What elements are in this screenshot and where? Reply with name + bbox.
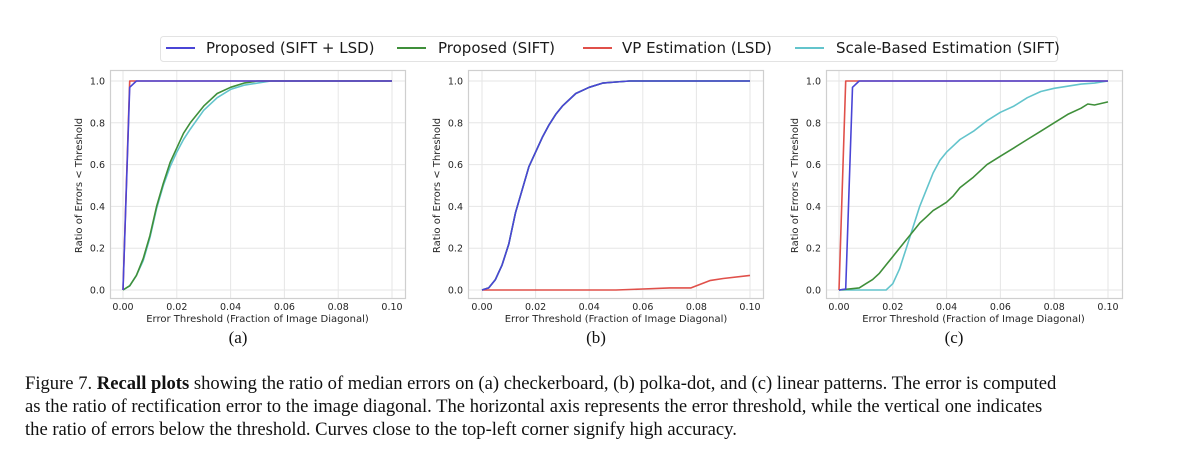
legend: Proposed (SIFT + LSD) Proposed (SIFT) VP… [160, 36, 1060, 62]
x-tick-label: 0.02 [882, 302, 903, 313]
axes-frame [467, 69, 765, 300]
legend-item-proposed-sift-lsd: Proposed (SIFT + LSD) [166, 39, 375, 57]
axes-frame [825, 69, 1124, 300]
x-tick-label: 0.06 [990, 302, 1011, 313]
grid [826, 70, 1122, 298]
y-tick-label: 1.0 [806, 77, 821, 88]
x-tick-label: 0.02 [166, 302, 187, 313]
x-tick-label: 0.00 [112, 302, 133, 313]
series-line-proposed-sift-lsd [838, 80, 1108, 291]
figure-number: Figure 7. [25, 373, 93, 394]
axes-frame [109, 69, 407, 300]
subplot-c: 0.00 0.02 0.04 0.06 0.08 0.10 0.0 0.2 0.4 0.6 0.8 1… [790, 69, 1124, 325]
series-line-vp-estimation-lsd [838, 80, 1108, 291]
y-tick-label: 0.8 [806, 118, 821, 129]
y-axis-label: Ratio of Errors < Threshold [432, 118, 443, 253]
y-tick-label: 1.0 [90, 77, 105, 88]
x-tick-label: 0.10 [381, 302, 402, 313]
caption-line-1: Figure 7. Recall plots showing the ratio… [25, 372, 1185, 395]
y-tick-label: 0.0 [448, 286, 463, 297]
legend-label: Proposed (SIFT + LSD) [206, 39, 375, 57]
x-tick-label: 0.04 [579, 302, 600, 313]
series-line-scale-based-estimation-sift [481, 80, 750, 291]
caption-line-2: as the ratio of rectification error to t… [25, 396, 1043, 417]
x-axis-label: Error Threshold (Fraction of Image Diago… [505, 314, 728, 325]
legend-item-scale-based-estimation-sift: Scale-Based Estimation (SIFT) [795, 39, 1060, 57]
y-tick-label: 0.4 [448, 202, 463, 213]
y-tick-label: 0.0 [806, 286, 821, 297]
series-line-proposed-sift-lsd [481, 80, 750, 291]
legend-item-proposed-sift: Proposed (SIFT) [397, 39, 555, 57]
y-tick-label: 1.0 [448, 77, 463, 88]
y-tick-label: 0.8 [448, 118, 463, 129]
y-axis-label: Ratio of Errors < Threshold [74, 118, 85, 253]
y-tick-label: 0.6 [448, 160, 463, 171]
y-tick-label: 0.6 [806, 160, 821, 171]
grid [468, 70, 763, 298]
y-axis-label: Ratio of Errors < Threshold [790, 118, 801, 253]
series-line-proposed-sift-lsd [122, 80, 392, 291]
x-tick-label: 0.06 [274, 302, 295, 313]
grid [110, 70, 405, 298]
x-tick-label: 0.00 [471, 302, 492, 313]
series-line-vp-estimation-lsd [482, 274, 751, 291]
subfigure-label-c: (c) [945, 328, 964, 347]
y-tick-label: 0.6 [90, 160, 105, 171]
x-tick-label: 0.00 [828, 302, 849, 313]
legend-label: VP Estimation (LSD) [622, 39, 772, 57]
series-line-proposed-sift [122, 80, 392, 291]
subfigure-label-b: (b) [586, 328, 606, 347]
subplot-b: 0.00 0.02 0.04 0.06 0.08 0.10 0.0 0.2 0.4 0.6 0.8 1… [432, 69, 765, 325]
y-tick-label: 0.8 [90, 118, 105, 129]
series-line-scale-based-estimation-sift [839, 80, 1109, 291]
series-line-proposed-sift [838, 101, 1109, 291]
x-tick-label: 0.10 [739, 302, 760, 313]
legend-label: Scale-Based Estimation (SIFT) [836, 39, 1060, 57]
x-tick-label: 0.02 [525, 302, 546, 313]
x-tick-label: 0.10 [1097, 302, 1118, 313]
x-tick-label: 0.04 [220, 302, 241, 313]
x-tick-label: 0.08 [328, 302, 349, 313]
legend-item-vp-estimation-lsd: VP Estimation (LSD) [583, 39, 772, 57]
y-tick-label: 0.2 [806, 244, 821, 255]
caption-bold-title: Recall plots [96, 373, 190, 394]
figure-caption: Figure 7. Recall plots showing the ratio… [25, 372, 1185, 441]
y-tick-label: 0.4 [90, 202, 105, 213]
x-tick-label: 0.04 [936, 302, 957, 313]
x-tick-label: 0.08 [1044, 302, 1065, 313]
y-tick-label: 0.4 [806, 202, 821, 213]
caption-text: showing the ratio of median errors on (a… [189, 373, 1057, 394]
x-tick-label: 0.06 [632, 302, 653, 313]
y-tick-label: 0.0 [90, 286, 105, 297]
y-tick-label: 0.2 [448, 244, 463, 255]
subfigure-label-a: (a) [229, 328, 248, 347]
x-axis-label: Error Threshold (Fraction of Image Diago… [146, 314, 369, 325]
x-tick-label: 0.08 [686, 302, 707, 313]
x-axis-label: Error Threshold (Fraction of Image Diago… [862, 314, 1085, 325]
subplot-a: 0.00 0.02 0.04 0.06 0.08 0.10 0.0 0.2 0.4 0.6 0.8 1… [74, 69, 407, 325]
legend-label: Proposed (SIFT) [438, 39, 555, 57]
series-line-proposed-sift [481, 80, 750, 291]
y-tick-label: 0.2 [90, 244, 105, 255]
caption-line-3: the ratio of errors below the threshold.… [25, 419, 737, 440]
